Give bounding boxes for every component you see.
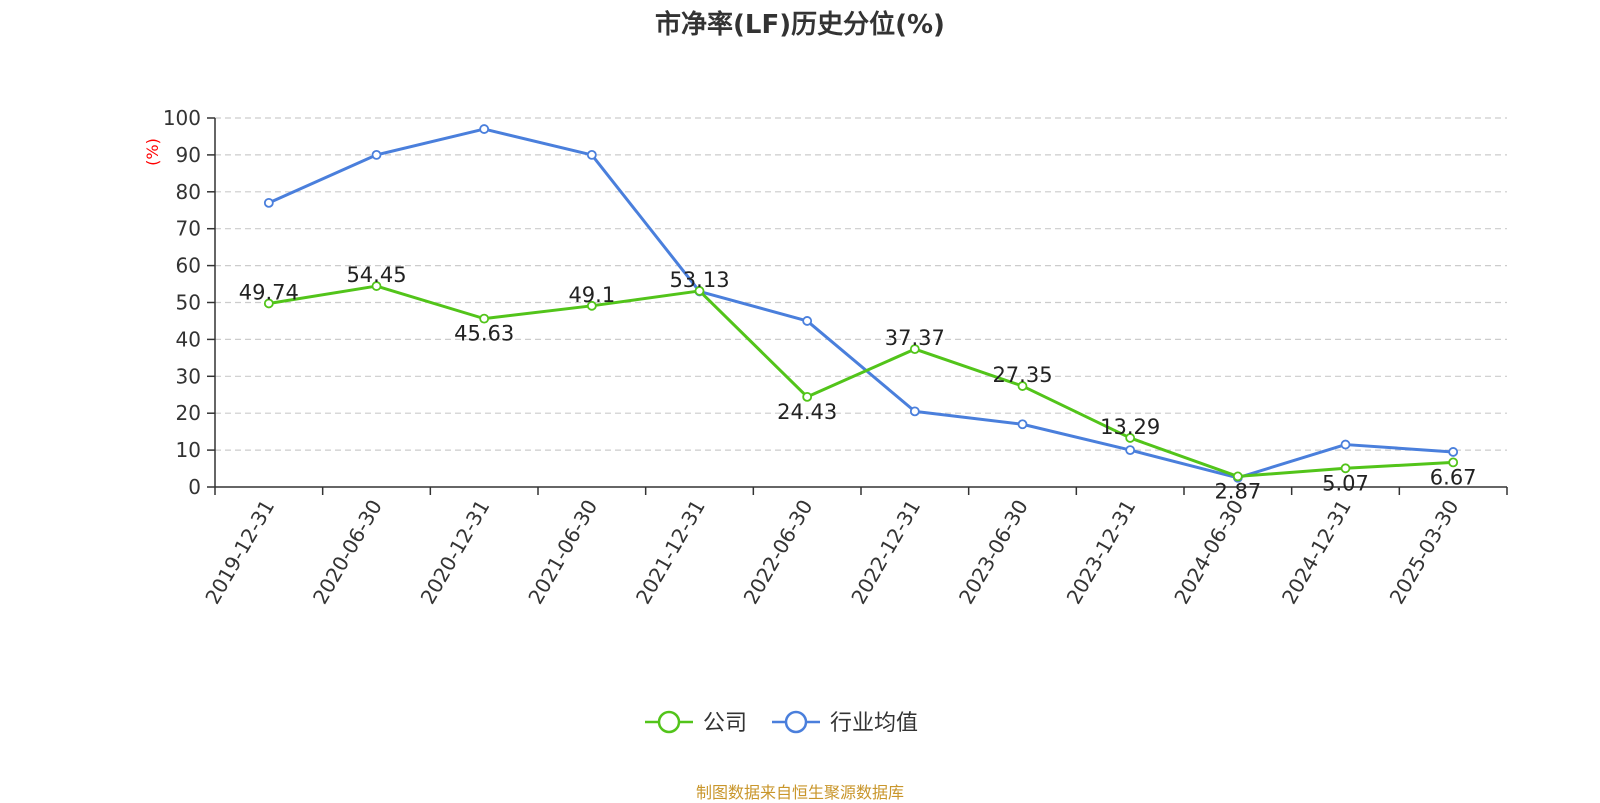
data-label: 49.1 <box>568 283 615 307</box>
data-point <box>1125 445 1136 456</box>
data-point <box>1340 439 1351 450</box>
x-tick-label: 2019-12-31 <box>200 496 279 609</box>
x-tick-label: 2020-06-30 <box>308 496 387 609</box>
x-tick-label: 2023-12-31 <box>1062 496 1141 609</box>
chart-title: 市净率(LF)历史分位(%) <box>655 10 945 40</box>
x-tick-label: 2022-12-31 <box>846 495 925 608</box>
y-tick-label: 100 <box>163 106 201 130</box>
data-point <box>909 344 920 355</box>
grid-lines <box>215 117 1507 451</box>
data-point <box>371 149 382 160</box>
data-source-note: 制图数据来自恒生聚源数据库 <box>695 783 904 802</box>
data-label: 54.45 <box>346 263 406 287</box>
data-label: 45.63 <box>454 322 514 346</box>
data-point <box>1017 381 1028 391</box>
data-label: 37.37 <box>885 326 945 350</box>
data-point <box>694 286 705 296</box>
data-point <box>479 313 490 324</box>
y-tick-label: 30 <box>176 364 201 388</box>
data-label: 13.29 <box>1100 415 1160 439</box>
data-point <box>263 197 274 208</box>
x-tick-label: 2024-12-31 <box>1277 496 1356 609</box>
y-tick-label: 50 <box>176 291 201 315</box>
data-label: 49.74 <box>239 280 299 304</box>
data-label: 6.67 <box>1430 465 1477 489</box>
y-tick-label: 40 <box>176 327 201 351</box>
data-point <box>1125 433 1136 443</box>
y-tick-label: 80 <box>176 180 201 204</box>
y-tick-label: 10 <box>176 438 201 462</box>
axes: 0 10 20 30 40 50 60 70 80 90 100(%) 2019-12-31 2020-… <box>143 106 1508 609</box>
series-lines <box>263 124 1459 483</box>
data-label: 5.07 <box>1322 471 1369 495</box>
legend: 公司 行业均值 <box>645 710 918 736</box>
legend-marker-icon <box>657 710 681 734</box>
data-point <box>1017 419 1028 430</box>
data-point <box>802 391 813 402</box>
data-label: 27.35 <box>992 363 1052 387</box>
y-tick-label: 60 <box>176 254 201 278</box>
x-tick-label: 2025-03-30 <box>1385 496 1464 609</box>
data-point <box>586 300 597 311</box>
data-point <box>1340 463 1351 474</box>
series-line <box>268 284 1454 478</box>
data-point <box>802 316 813 326</box>
data-point <box>1448 457 1459 468</box>
x-tick-label: 2023-06-30 <box>954 496 1033 609</box>
legend-label: 行业均值 <box>830 711 918 736</box>
legend-marker-icon <box>784 710 808 734</box>
data-point <box>909 406 920 417</box>
y-tick-label: 20 <box>176 401 201 425</box>
x-tick-label: 2021-06-30 <box>523 496 602 609</box>
data-point <box>1448 447 1459 457</box>
series-line <box>268 127 1454 480</box>
legend-label: 公司 <box>703 711 747 736</box>
x-tick-label: 2020-12-31 <box>416 495 495 608</box>
y-tick-label: 0 <box>188 475 201 499</box>
data-point <box>1232 471 1243 482</box>
data-label: 2.87 <box>1214 479 1261 503</box>
x-tick-label: 2021-12-31 <box>631 496 710 609</box>
data-point <box>371 281 382 291</box>
y-axis-label: (%) <box>143 138 162 166</box>
y-tick-label: 90 <box>176 143 201 167</box>
data-labels: 49.74 54.45 45.63 49.1 53.13 24.43 37.37 27.35 1… <box>239 263 1477 503</box>
y-tick-label: 70 <box>176 217 201 241</box>
data-label: 53.13 <box>669 268 729 292</box>
x-tick-label: 2024-06-30 <box>1169 496 1248 609</box>
data-point <box>263 298 274 309</box>
x-tick-label: 2022-06-30 <box>739 496 818 609</box>
data-point <box>479 124 490 134</box>
data-point <box>586 149 597 160</box>
data-label: 24.43 <box>777 400 837 424</box>
